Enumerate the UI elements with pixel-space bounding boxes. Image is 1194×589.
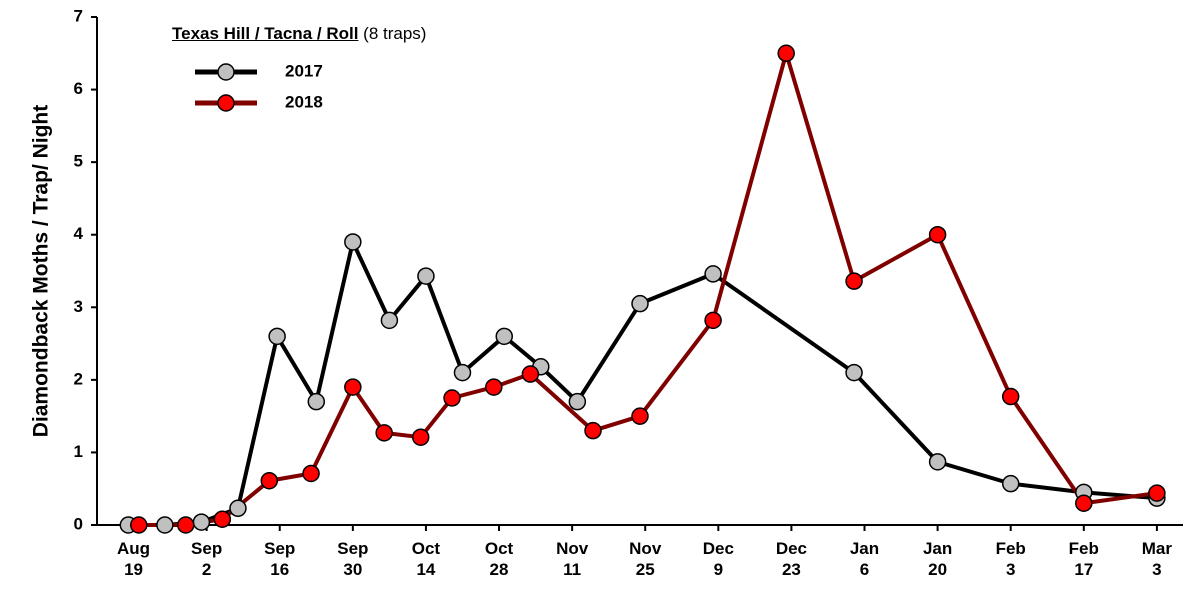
data-point <box>928 225 947 244</box>
y-tick-label: 0 <box>74 514 83 533</box>
x-tick-label: Jan 20 <box>922 539 953 579</box>
data-point <box>344 378 362 396</box>
data-point <box>584 421 602 440</box>
series-line <box>128 239 1158 527</box>
y-tick-label: 7 <box>74 6 83 25</box>
y-tick-label: 5 <box>74 152 83 171</box>
x-tick-label: Oct 28 <box>484 539 514 579</box>
data-point <box>375 424 393 442</box>
data-point <box>1075 494 1093 512</box>
x-tick-label: Sep 2 <box>191 539 223 579</box>
data-point <box>631 294 649 313</box>
x-tick-label: Nov 25 <box>629 539 662 579</box>
data-point <box>213 510 232 528</box>
title: Texas Hill / Tacna / Roll <box>172 24 359 43</box>
data-point <box>443 389 461 407</box>
data-point <box>1001 474 1020 493</box>
data-point <box>704 265 722 283</box>
data-point <box>1001 387 1020 406</box>
y-tick-label: 3 <box>74 297 83 316</box>
data-point <box>485 378 503 396</box>
series-line <box>138 51 1158 527</box>
y-tick-label: 2 <box>74 369 83 388</box>
data-point <box>495 327 513 346</box>
data-point <box>260 471 279 490</box>
x-tick-label: Jan 6 <box>849 539 880 579</box>
x-tick-label: Aug 19 <box>117 539 151 579</box>
data-point <box>704 311 722 330</box>
data-point <box>417 267 435 285</box>
data-point <box>928 453 947 471</box>
x-tick-label: Dec 9 <box>702 539 734 579</box>
y-tick-label: 1 <box>74 442 83 461</box>
x-tick-label: Sep 30 <box>337 539 369 579</box>
data-point <box>156 516 174 534</box>
x-tick-label: Nov 11 <box>556 539 589 579</box>
x-tick-label: Mar 3 <box>1141 539 1172 579</box>
data-point <box>568 392 587 411</box>
legend-title: Texas Hill / Tacna / Roll (8 traps) <box>172 24 426 44</box>
data-point <box>845 272 863 290</box>
legend-marker <box>217 94 235 112</box>
x-tick-label: Feb 17 <box>1068 539 1099 579</box>
data-point <box>631 407 649 425</box>
data-point <box>411 428 430 446</box>
data-point <box>380 311 399 330</box>
data-point <box>268 327 286 346</box>
x-tick-label: Feb 3 <box>995 539 1026 579</box>
y-tick-label: 6 <box>74 79 83 98</box>
data-point <box>130 516 148 534</box>
data-point <box>453 363 472 382</box>
legend-label: 2017 <box>285 61 323 80</box>
data-point <box>307 392 326 411</box>
legend-marker <box>217 63 235 81</box>
data-point <box>521 365 540 383</box>
y-tick-label: 4 <box>74 224 84 243</box>
x-tick-label: Oct 14 <box>411 539 441 579</box>
data-point <box>845 363 863 382</box>
subtitle: (8 traps) <box>363 24 427 43</box>
x-tick-label: Dec 23 <box>775 539 807 579</box>
y-axis-label: Diamondback Moths / Trap/ Night <box>30 105 53 438</box>
data-point <box>302 464 320 483</box>
x-tick-label: Sep 16 <box>264 539 296 579</box>
data-point <box>177 516 195 534</box>
legend-label: 2018 <box>285 92 323 111</box>
data-point <box>229 499 247 518</box>
data-point <box>1148 484 1166 502</box>
data-point <box>192 513 211 531</box>
data-point <box>777 44 795 63</box>
data-point <box>344 233 362 251</box>
